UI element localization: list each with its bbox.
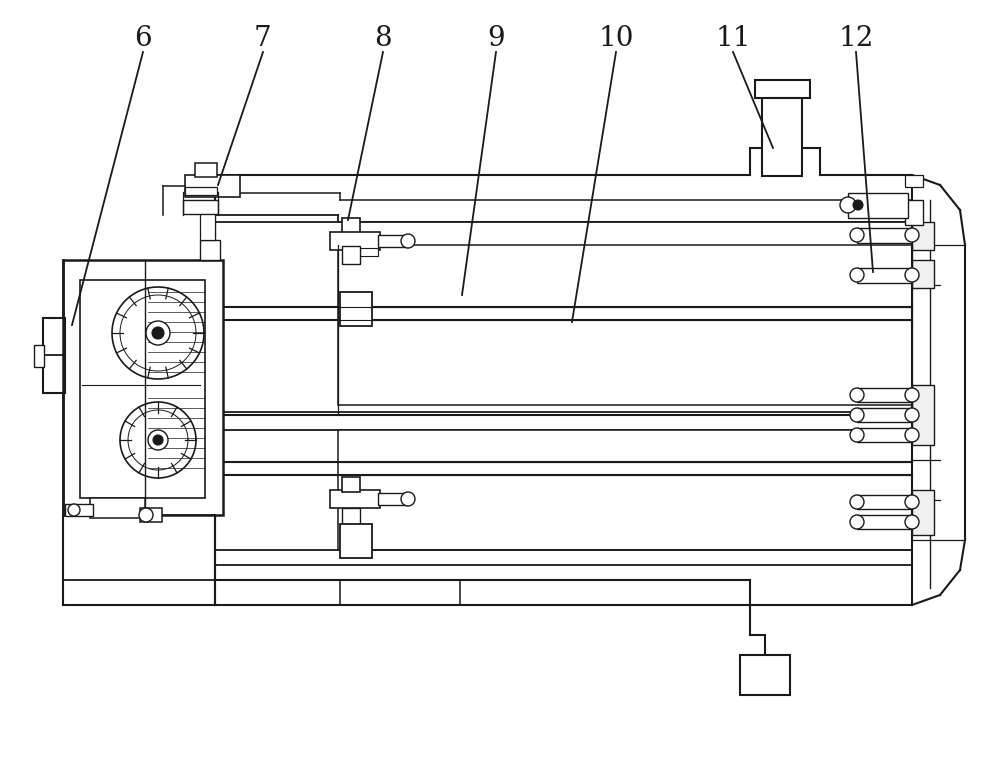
- Circle shape: [139, 508, 153, 522]
- Circle shape: [905, 268, 919, 282]
- Bar: [63, 260, 223, 515]
- Bar: [740, 655, 790, 695]
- Bar: [342, 508, 360, 526]
- Circle shape: [148, 430, 168, 450]
- Bar: [338, 245, 912, 405]
- Circle shape: [850, 268, 864, 282]
- Bar: [338, 430, 912, 550]
- Bar: [857, 515, 912, 529]
- Circle shape: [850, 515, 864, 529]
- Bar: [762, 96, 802, 176]
- Circle shape: [905, 495, 919, 509]
- Bar: [378, 493, 408, 505]
- Bar: [857, 268, 912, 283]
- Bar: [857, 408, 912, 422]
- Circle shape: [850, 428, 864, 442]
- Bar: [905, 175, 923, 187]
- Bar: [340, 292, 372, 326]
- Bar: [340, 524, 372, 558]
- Bar: [183, 200, 218, 214]
- Bar: [140, 508, 162, 522]
- Bar: [912, 222, 934, 250]
- Circle shape: [68, 504, 80, 516]
- Bar: [342, 218, 360, 246]
- Text: 10: 10: [598, 24, 634, 51]
- Circle shape: [905, 228, 919, 242]
- Text: 12: 12: [838, 24, 874, 51]
- Bar: [848, 193, 908, 218]
- Bar: [857, 495, 912, 509]
- Bar: [65, 504, 93, 516]
- Circle shape: [850, 388, 864, 402]
- Bar: [80, 280, 205, 498]
- Circle shape: [146, 321, 170, 345]
- Bar: [185, 187, 217, 195]
- Bar: [912, 385, 934, 445]
- Bar: [342, 246, 360, 264]
- Bar: [857, 228, 912, 243]
- Bar: [905, 200, 923, 225]
- Circle shape: [850, 408, 864, 422]
- Circle shape: [905, 408, 919, 422]
- Bar: [857, 428, 912, 442]
- Text: 6: 6: [134, 24, 152, 51]
- Circle shape: [905, 515, 919, 529]
- Circle shape: [153, 435, 163, 445]
- Bar: [912, 260, 934, 288]
- Text: 8: 8: [374, 24, 392, 51]
- Bar: [90, 498, 145, 518]
- Circle shape: [401, 234, 415, 248]
- Bar: [43, 318, 65, 393]
- Bar: [195, 163, 217, 177]
- Text: 11: 11: [715, 24, 751, 51]
- Text: 7: 7: [254, 24, 272, 51]
- Circle shape: [152, 327, 164, 339]
- Circle shape: [401, 492, 415, 506]
- Circle shape: [850, 228, 864, 242]
- Bar: [342, 477, 360, 492]
- Circle shape: [840, 197, 856, 213]
- Circle shape: [905, 388, 919, 402]
- Bar: [330, 232, 380, 250]
- Bar: [185, 175, 240, 197]
- Bar: [912, 490, 934, 535]
- Circle shape: [850, 495, 864, 509]
- Bar: [755, 80, 810, 98]
- Bar: [34, 345, 44, 367]
- Bar: [378, 235, 408, 247]
- Bar: [200, 205, 215, 240]
- Bar: [215, 222, 912, 412]
- Bar: [360, 248, 378, 256]
- Circle shape: [853, 200, 863, 210]
- Bar: [330, 490, 380, 508]
- Bar: [200, 240, 220, 260]
- Bar: [857, 388, 912, 402]
- Text: 9: 9: [487, 24, 505, 51]
- Circle shape: [905, 428, 919, 442]
